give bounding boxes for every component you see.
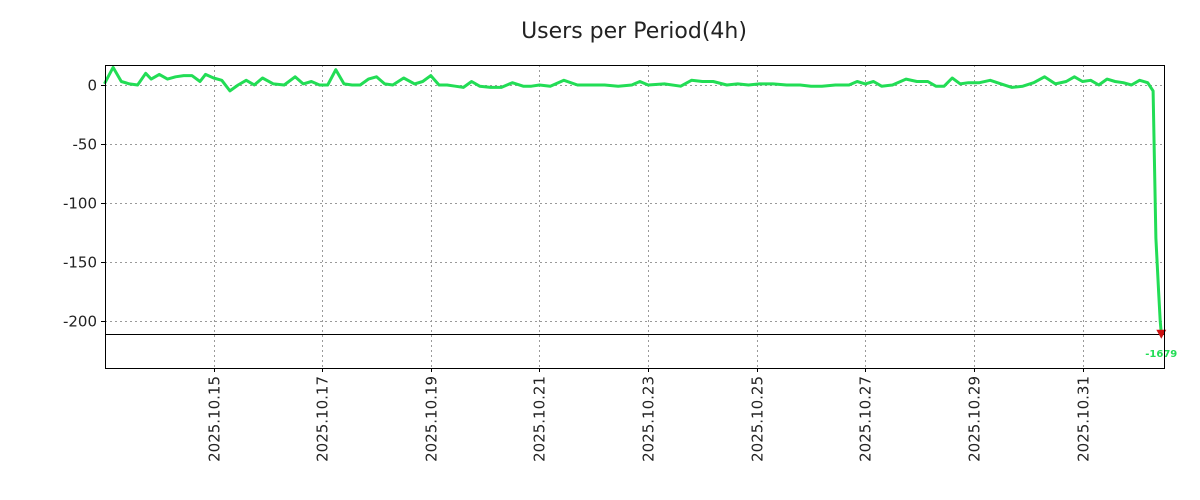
y-tick-label: -150 bbox=[63, 254, 97, 272]
x-axis: 2025.10.15 2025.10.17 2025.10.19 2025.10.21… bbox=[206, 368, 1093, 462]
grid bbox=[105, 65, 1164, 368]
x-tick-label: 2025.10.31 bbox=[1075, 376, 1093, 462]
plot-frame bbox=[105, 65, 1165, 369]
x-tick-label: 2025.10.21 bbox=[531, 376, 549, 462]
x-tick-label: 2025.10.17 bbox=[314, 376, 332, 462]
y-axis: 0 -50 -100 -150 -200 bbox=[63, 77, 105, 331]
y-tick-label: -200 bbox=[63, 313, 97, 331]
y-tick-label: -100 bbox=[63, 195, 97, 213]
series-line bbox=[103, 65, 1163, 336]
min-marker bbox=[1156, 329, 1167, 339]
x-tick-label: 2025.10.23 bbox=[640, 376, 658, 462]
x-tick-label: 2025.10.19 bbox=[423, 376, 441, 462]
chart-title: Users per Period(4h) bbox=[521, 19, 747, 44]
x-tick-label: 2025.10.29 bbox=[966, 376, 984, 462]
min-marker-layer: -1679 bbox=[1145, 329, 1177, 360]
y-tick-label: 0 bbox=[87, 77, 97, 95]
min-value-label: -1679 bbox=[1145, 349, 1177, 360]
x-tick-label: 2025.10.27 bbox=[857, 376, 875, 462]
series-layer bbox=[103, 65, 1163, 336]
x-tick-label: 2025.10.25 bbox=[749, 376, 767, 462]
x-tick-label: 2025.10.15 bbox=[206, 376, 224, 462]
y-tick-label: -50 bbox=[73, 136, 98, 154]
